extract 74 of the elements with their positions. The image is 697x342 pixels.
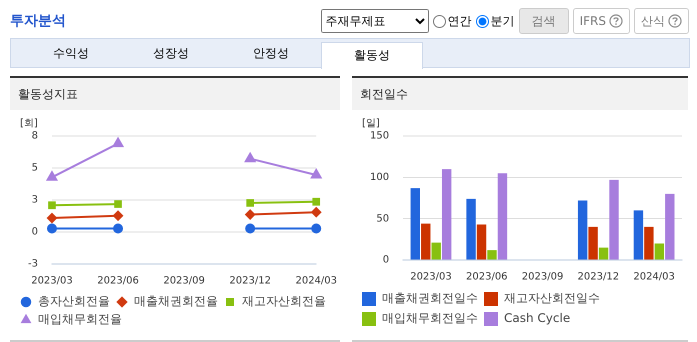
bar — [487, 250, 497, 260]
x-tick-label: 2024/03 — [295, 276, 337, 287]
point — [246, 199, 254, 207]
point — [113, 224, 124, 234]
bar — [421, 224, 430, 260]
legend-label: 재고자산회전일수 — [504, 291, 600, 306]
text: 활동성 — [321, 42, 423, 69]
x-tick-label: 2023/09 — [163, 276, 205, 287]
bar — [498, 173, 508, 260]
bar — [665, 194, 675, 260]
text: 수익성 — [52, 45, 90, 62]
y-tick-label: 150 — [370, 130, 390, 142]
point — [114, 200, 122, 208]
legend-label: 총자산회전율 — [38, 294, 110, 308]
point — [48, 201, 56, 210]
legend-label: 매입채무회전율 — [38, 312, 122, 326]
x-tick-label: 2023/06 — [97, 276, 139, 287]
text: IFRS — [572, 8, 630, 34]
legend-label: 매출채권회전율 — [134, 294, 218, 308]
legend-label: 매출채권회전일수 — [382, 291, 478, 306]
text: 투자분석 — [10, 12, 66, 30]
y-tick-label: 8 — [32, 130, 38, 142]
point — [244, 152, 256, 162]
chart-title: 활동성지표 — [10, 78, 340, 110]
y-tick-label: 0 — [32, 226, 38, 238]
point — [46, 224, 57, 234]
y-tick-label: -3 — [28, 258, 38, 270]
bar — [654, 243, 664, 260]
bar — [588, 226, 598, 260]
bar — [578, 200, 588, 260]
point — [311, 224, 322, 234]
point — [245, 210, 256, 220]
legend-label: 재고자산회전율 — [242, 294, 326, 308]
bar — [410, 188, 420, 260]
x-tick-label: 2024/03 — [633, 272, 675, 283]
text: 안정성 — [252, 45, 290, 62]
y-tick-label: 0 — [382, 254, 390, 266]
point — [113, 210, 124, 221]
bar — [432, 242, 441, 260]
legend-label: 매입채무회전일수 — [382, 311, 478, 326]
point — [46, 171, 58, 181]
text: 성장성 — [152, 45, 190, 62]
point — [112, 138, 124, 148]
bar — [598, 248, 608, 260]
bar — [476, 224, 486, 260]
x-tick-label: 2023/12 — [229, 276, 271, 287]
legend-label: Cash Cycle — [504, 311, 570, 326]
point — [311, 207, 322, 218]
bar — [644, 226, 654, 260]
point — [245, 224, 256, 234]
bar — [442, 169, 452, 260]
point — [310, 168, 322, 178]
y-tick-label: 5 — [32, 162, 38, 174]
x-tick-label: 2023/06 — [466, 272, 508, 283]
chart-title: 회전일수 — [352, 78, 688, 110]
text: 검색 — [518, 8, 569, 34]
text: 주재무제표 — [320, 9, 429, 33]
y-tick-label: 3 — [32, 194, 38, 206]
point — [312, 198, 320, 206]
x-tick-label: 2023/03 — [410, 272, 452, 283]
x-tick-label: 2023/03 — [31, 276, 73, 287]
text: 연간 — [446, 12, 472, 30]
text: 분기 — [490, 12, 515, 30]
x-tick-label: 2023/09 — [522, 272, 564, 283]
y-axis-title: [일] — [362, 117, 380, 130]
y-axis-title: [회] — [20, 117, 38, 130]
bar — [466, 198, 476, 260]
y-tick-label: 50 — [376, 213, 390, 224]
y-tick-label: 100 — [370, 172, 390, 183]
bar — [634, 210, 644, 260]
x-tick-label: 2023/12 — [578, 272, 620, 283]
point — [46, 213, 57, 224]
text: 산식 — [634, 8, 689, 34]
bar — [609, 180, 619, 260]
